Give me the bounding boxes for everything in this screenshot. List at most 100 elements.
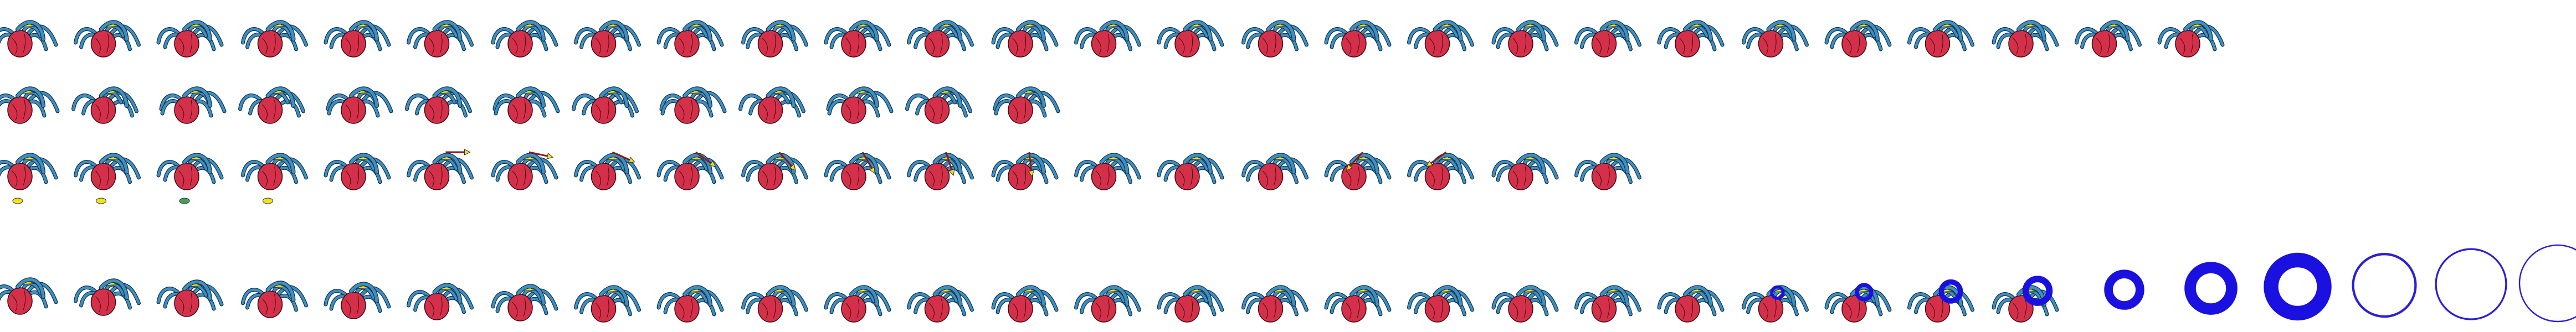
- spider-body: [924, 163, 950, 190]
- blue-ring-effect: [1938, 279, 1963, 304]
- spider-leg-fill: [1276, 290, 1308, 312]
- spider-leg-fill: [276, 286, 307, 307]
- spider-leg-fill: [1026, 25, 1058, 46]
- arrow-prop: [778, 151, 796, 171]
- arrow-prop: [861, 152, 875, 174]
- spider-body-stripes: [1596, 298, 1610, 319]
- arrow-shaft: [1349, 151, 1364, 167]
- spider-body: [1091, 295, 1117, 323]
- death-frame: [407, 283, 474, 320]
- arrow-head: [464, 149, 471, 155]
- spider-leg-fill: [1442, 25, 1474, 46]
- spider-body: [90, 30, 116, 58]
- spider-body: [1424, 163, 1450, 190]
- spider-body-stripes: [429, 296, 443, 317]
- spider-body: [841, 295, 866, 323]
- arrow-shaft: [1028, 152, 1033, 171]
- death-frame: [1157, 285, 1224, 323]
- blue-ring-effect: [2184, 262, 2238, 315]
- arrow-prop: [1346, 151, 1364, 171]
- spider-upper-leg-fill: [2017, 20, 2046, 41]
- spider-upper-leg-fill: [1767, 20, 1796, 41]
- spider-upper-leg-fill: [1684, 20, 1712, 41]
- spider-body: [1591, 163, 1617, 190]
- spider-body: [1341, 295, 1367, 323]
- spider-body: [1675, 30, 1700, 58]
- spider-leg-fill: [358, 158, 391, 179]
- spider-body: [1258, 30, 1284, 58]
- spider-leg-fill: [25, 282, 58, 304]
- spider-upper-leg-fill: [1600, 20, 1629, 41]
- spider-upper-leg-fill: [266, 281, 295, 302]
- spider-leg-fill: [25, 25, 58, 46]
- spider-body: [174, 30, 199, 58]
- spider-body: [1758, 295, 1784, 323]
- spider-body: [1841, 295, 1867, 323]
- spider-body-stripes: [178, 33, 193, 54]
- spider-upper-leg-fill: [1350, 286, 1379, 306]
- spider-body: [1091, 30, 1117, 58]
- spider-body-stripes: [929, 298, 943, 319]
- spider-body-stripes: [1930, 33, 1943, 54]
- spider-leg-fill: [1609, 25, 1641, 46]
- idle-frame: [1992, 20, 2059, 58]
- idle-frame: [1324, 20, 1392, 58]
- spider-leg-fill: [1442, 158, 1474, 179]
- idle-frame: [407, 20, 474, 58]
- death-frame: [0, 277, 58, 315]
- spider-body-stripes: [12, 290, 26, 312]
- spider-leg-fill: [776, 290, 808, 312]
- spider-body: [924, 295, 950, 323]
- spider-upper-leg-fill: [850, 286, 879, 306]
- spider-leg-fill: [1859, 290, 1891, 312]
- spider-body-stripes: [95, 33, 109, 54]
- arrow-head: [1425, 160, 1433, 167]
- spider-body-stripes: [762, 298, 776, 319]
- spider-body-stripes: [345, 166, 360, 187]
- spider-upper-leg-fill: [99, 279, 129, 299]
- spider-body: [1174, 163, 1200, 190]
- spider-body: [1174, 30, 1200, 58]
- throw-frame: [574, 151, 641, 190]
- spider-leg-fill: [361, 91, 393, 113]
- spider-leg-fill: [859, 25, 891, 46]
- spider-body: [1424, 30, 1450, 58]
- spider-body-stripes: [95, 166, 109, 187]
- blue-ring-effect: [1770, 285, 1785, 300]
- spider-leg-fill: [358, 25, 391, 46]
- spider-upper-leg-fill: [99, 87, 129, 107]
- idle-frame: [656, 20, 724, 58]
- spider-upper-leg-fill: [1517, 286, 1546, 306]
- spider-leg-fill: [1526, 158, 1558, 179]
- spider-leg-fill: [191, 158, 223, 179]
- spider-body-stripes: [345, 295, 360, 316]
- spider-upper-leg-fill: [599, 153, 629, 174]
- spider-body-stripes: [345, 100, 360, 121]
- spider-body: [2008, 295, 2034, 323]
- spider-leg-fill: [1942, 25, 1974, 46]
- arrow-prop: [445, 149, 471, 155]
- spider-body: [674, 295, 700, 323]
- spider-body: [1508, 295, 1533, 323]
- idle-frame: [0, 20, 58, 58]
- spider-body-stripes: [1263, 298, 1276, 319]
- dropped-item: [96, 198, 106, 204]
- arrow-shaft: [1430, 151, 1447, 164]
- spider-body-stripes: [345, 33, 360, 54]
- spider-upper-leg-fill: [1350, 153, 1379, 174]
- spider-leg-fill: [1276, 25, 1308, 46]
- spider-leg-fill: [859, 290, 891, 312]
- blue-ring-effect: [2352, 253, 2417, 318]
- spider-body-stripes: [262, 33, 276, 54]
- spider-body-stripes: [12, 166, 26, 187]
- spider-body-stripes: [1846, 33, 1860, 54]
- spider-body-stripes: [679, 33, 693, 54]
- spider-body-stripes: [1346, 33, 1360, 54]
- idle-frame: [1074, 20, 1141, 58]
- spider-body: [2091, 30, 2117, 58]
- spider-upper-leg-fill: [1100, 153, 1129, 174]
- spider-body: [591, 96, 617, 124]
- arrow-shaft: [945, 152, 953, 170]
- walk-frame: [738, 86, 805, 124]
- spider-leg-fill: [109, 25, 140, 46]
